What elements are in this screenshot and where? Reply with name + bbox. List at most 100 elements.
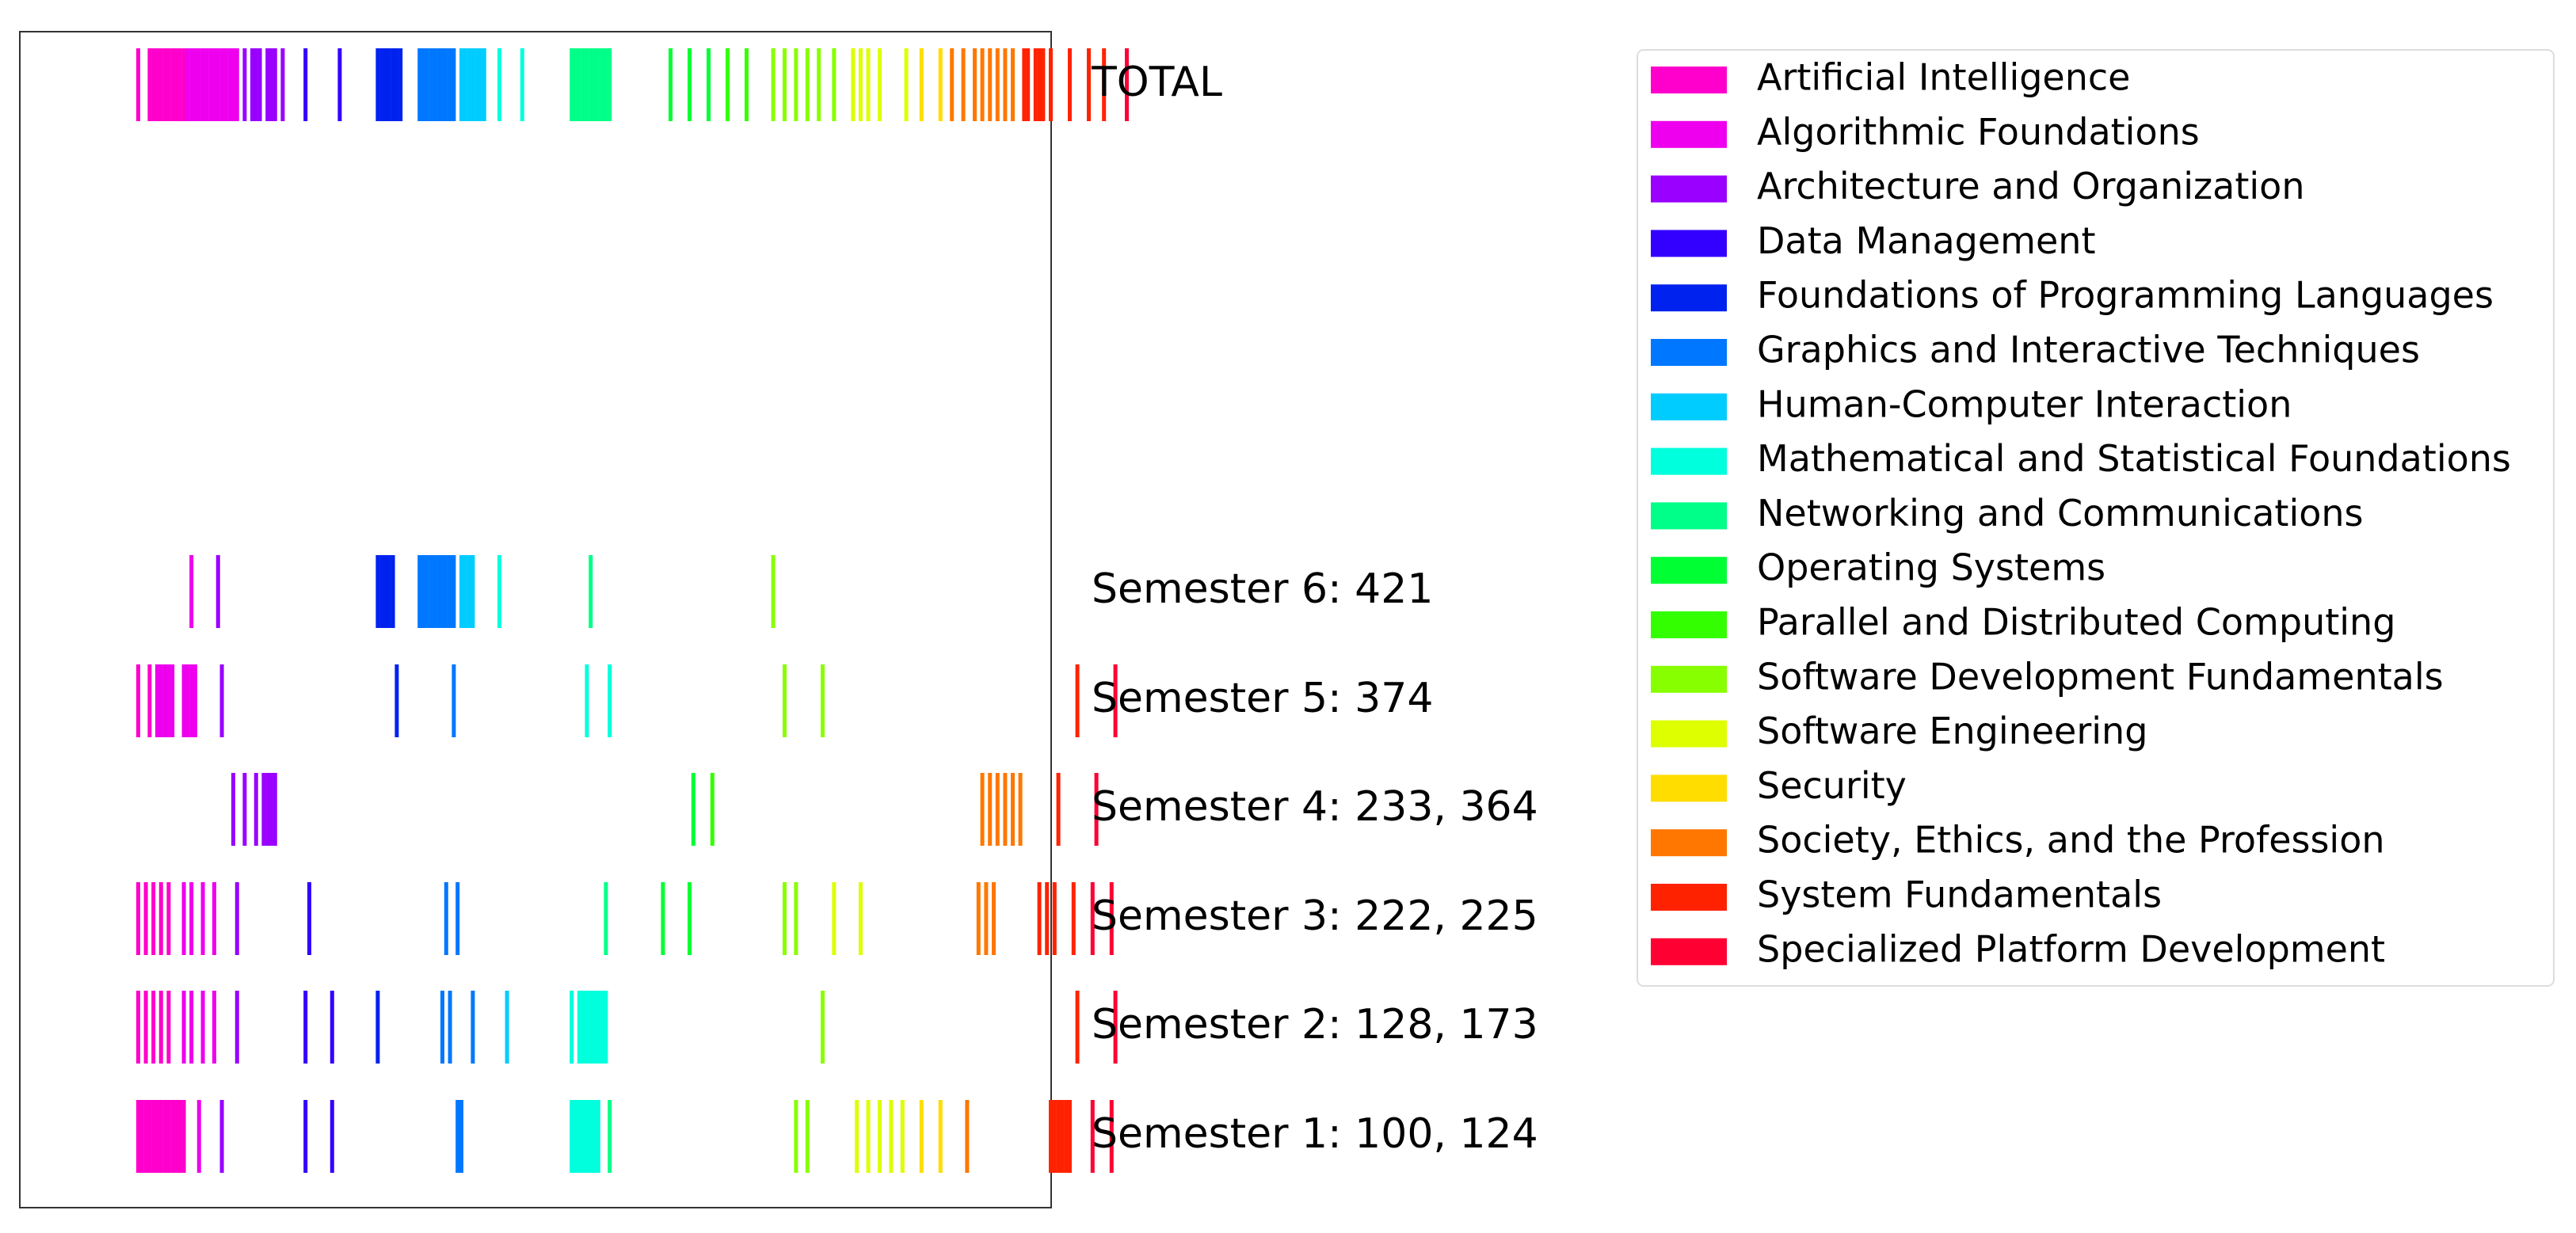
tick-mark	[212, 48, 216, 121]
legend-swatch	[1651, 611, 1727, 638]
tick-mark	[995, 48, 1000, 121]
tick-mark	[463, 48, 467, 121]
tick-mark	[980, 773, 985, 846]
legend-label: System Fundamentals	[1757, 873, 2162, 916]
tick-mark	[919, 1100, 924, 1173]
legend: Artificial Intelligence Algorithmic Found…	[1637, 49, 2555, 987]
tick-mark	[1094, 773, 1099, 846]
tick-mark	[391, 555, 395, 628]
tick-mark	[231, 773, 235, 846]
tick-mark	[608, 1100, 612, 1173]
tick-mark	[330, 1100, 334, 1173]
tick-mark	[604, 882, 608, 955]
tick-mark	[1022, 48, 1027, 121]
tick-mark	[387, 48, 391, 121]
row-label: Semester 4: 233, 364	[1092, 783, 1538, 831]
tick-mark	[303, 991, 308, 1064]
legend-label: Networking and Communications	[1757, 492, 2364, 535]
tick-mark	[691, 773, 695, 846]
legend-swatch	[1651, 774, 1727, 802]
legend-swatch	[1651, 557, 1727, 584]
tick-mark	[330, 991, 334, 1064]
tick-mark	[570, 48, 574, 121]
tick-mark	[181, 48, 186, 121]
tick-mark	[794, 882, 798, 955]
row-label: Semester 3: 222, 225	[1092, 892, 1538, 940]
tick-mark	[783, 48, 787, 121]
tick-mark	[177, 48, 182, 121]
tick-mark	[166, 48, 171, 121]
tick-mark	[136, 991, 140, 1064]
tick-mark	[307, 882, 311, 955]
row-label: Semester 5: 374	[1092, 675, 1433, 722]
legend-swatch	[1651, 284, 1727, 312]
tick-mark	[417, 555, 422, 628]
tick-mark	[585, 48, 589, 121]
tick-mark	[596, 1100, 600, 1173]
row-labels: TOTAL Semester 6: 421 Semester 5: 374 Semes…	[1091, 59, 1538, 1158]
tick-mark	[596, 48, 600, 121]
tick-mark	[379, 555, 384, 628]
tick-mark	[155, 1100, 159, 1173]
tick-mark	[136, 48, 140, 121]
legend-label: Operating Systems	[1757, 546, 2105, 589]
legend-swatch	[1651, 175, 1727, 203]
plot-frame	[19, 31, 1052, 1208]
tick-mark	[589, 991, 593, 1064]
tick-mark	[471, 555, 475, 628]
tick-mark	[581, 991, 585, 1064]
tick-mark	[608, 664, 612, 737]
tick-mark	[303, 48, 308, 121]
tick-mark	[448, 555, 452, 628]
tick-mark	[581, 48, 585, 121]
tick-mark	[866, 1100, 871, 1173]
tick-mark	[212, 991, 216, 1064]
legend-label: Human-Computer Interaction	[1757, 382, 2292, 425]
tick-mark	[181, 664, 186, 737]
legend-label: Parallel and Distributed Computing	[1757, 601, 2395, 644]
tick-mark	[253, 773, 258, 846]
tick-mark	[433, 555, 437, 628]
tick-mark	[383, 555, 387, 628]
tick-mark	[1018, 773, 1023, 846]
tick-mark	[143, 1100, 148, 1173]
tick-mark	[158, 1100, 163, 1173]
tick-mark	[1064, 1100, 1069, 1173]
tick-mark	[463, 555, 467, 628]
tick-mark	[212, 882, 216, 955]
tick-mark	[1102, 48, 1107, 121]
tick-mark	[889, 1100, 894, 1173]
tick-mark	[570, 1100, 574, 1173]
tick-mark	[170, 664, 175, 737]
tick-mark	[992, 882, 996, 955]
tick-mark	[151, 882, 156, 955]
tick-mark	[193, 664, 197, 737]
tick-mark	[200, 991, 205, 1064]
tick-mark	[1026, 48, 1031, 121]
tick-mark	[200, 882, 205, 955]
tick-mark	[269, 48, 273, 121]
tick-mark	[961, 48, 966, 121]
tick-mark	[440, 555, 444, 628]
tick-mark	[1113, 664, 1118, 737]
tick-mark	[794, 48, 798, 121]
tick-mark	[455, 882, 460, 955]
legend-label: Architecture and Organization	[1757, 165, 2304, 207]
tick-mark	[878, 1100, 882, 1173]
tick-mark	[950, 48, 955, 121]
tick-mark	[574, 1100, 577, 1173]
tick-mark	[980, 48, 985, 121]
tick-mark	[596, 991, 600, 1064]
tick-mark	[589, 1100, 593, 1173]
legend-frame	[1637, 49, 2555, 987]
tick-mark	[257, 48, 262, 121]
tick-mark	[593, 1100, 596, 1173]
tick-mark	[938, 48, 943, 121]
tick-mark	[215, 555, 220, 628]
tick-mark	[859, 882, 863, 955]
tick-mark	[379, 48, 384, 121]
tick-mark	[455, 1100, 460, 1173]
tick-mark	[604, 991, 608, 1064]
tick-mark	[136, 882, 140, 955]
legend-swatch	[1651, 393, 1727, 421]
